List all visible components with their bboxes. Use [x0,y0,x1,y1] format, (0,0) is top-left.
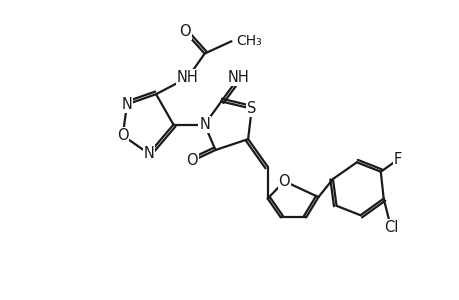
Text: NH: NH [227,70,249,85]
Text: S: S [246,101,256,116]
Text: Cl: Cl [383,220,397,235]
Text: F: F [393,152,402,167]
Text: NH: NH [177,70,198,85]
Text: O: O [186,153,198,168]
Text: O: O [117,128,128,143]
Text: CH₃: CH₃ [235,34,261,48]
Text: N: N [143,146,154,161]
Text: O: O [179,24,190,39]
Text: O: O [278,174,290,189]
Text: N: N [121,97,132,112]
Text: N: N [199,117,210,132]
